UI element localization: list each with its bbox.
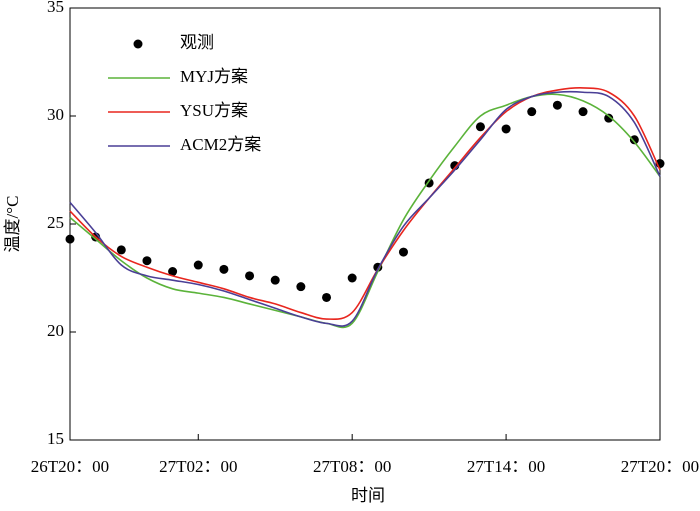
observation-dot [527,107,537,117]
y-tick-label: 15 [47,429,64,448]
observation-dot [270,275,280,285]
observation-dot [65,234,75,244]
observation-dot [398,247,408,257]
y-axis-label: 温度/°C [3,196,22,253]
observation-dot [193,260,203,270]
observation-dot [116,245,126,255]
x-tick-label: 27T08：00 [313,457,391,476]
observation-dot [552,100,562,110]
observation-dot [347,273,357,283]
observation-dot [168,267,178,277]
observation-dot [475,122,485,132]
observation-dot [219,264,229,274]
series-line [69,90,661,327]
legend-marker [133,39,143,49]
series-line [69,87,661,320]
x-axis-label: 时间 [351,486,385,505]
observation-dot [604,113,614,123]
y-tick-label: 35 [47,0,64,16]
legend-label: 观测 [180,33,214,52]
y-tick-label: 20 [47,321,64,340]
y-tick-label: 25 [47,213,64,232]
observation-dot [578,107,588,117]
series-line [69,93,661,329]
observation-dot [296,282,306,292]
x-tick-label: 27T02：00 [159,457,237,476]
legend-label: YSU方案 [180,101,248,120]
x-tick-label: 27T20：00 [621,457,699,476]
x-tick-label: 27T14：00 [467,457,545,476]
legend-label: ACM2方案 [180,135,261,154]
observation-dot [629,135,639,145]
legend-label: MYJ方案 [180,67,248,86]
observation-dot [245,271,255,281]
x-tick-label: 26T20：00 [31,457,109,476]
plot-frame [69,7,661,441]
y-tick-label: 30 [47,105,64,124]
observation-dot [501,124,511,134]
observation-dot [322,292,332,302]
observation-dot [142,256,152,266]
